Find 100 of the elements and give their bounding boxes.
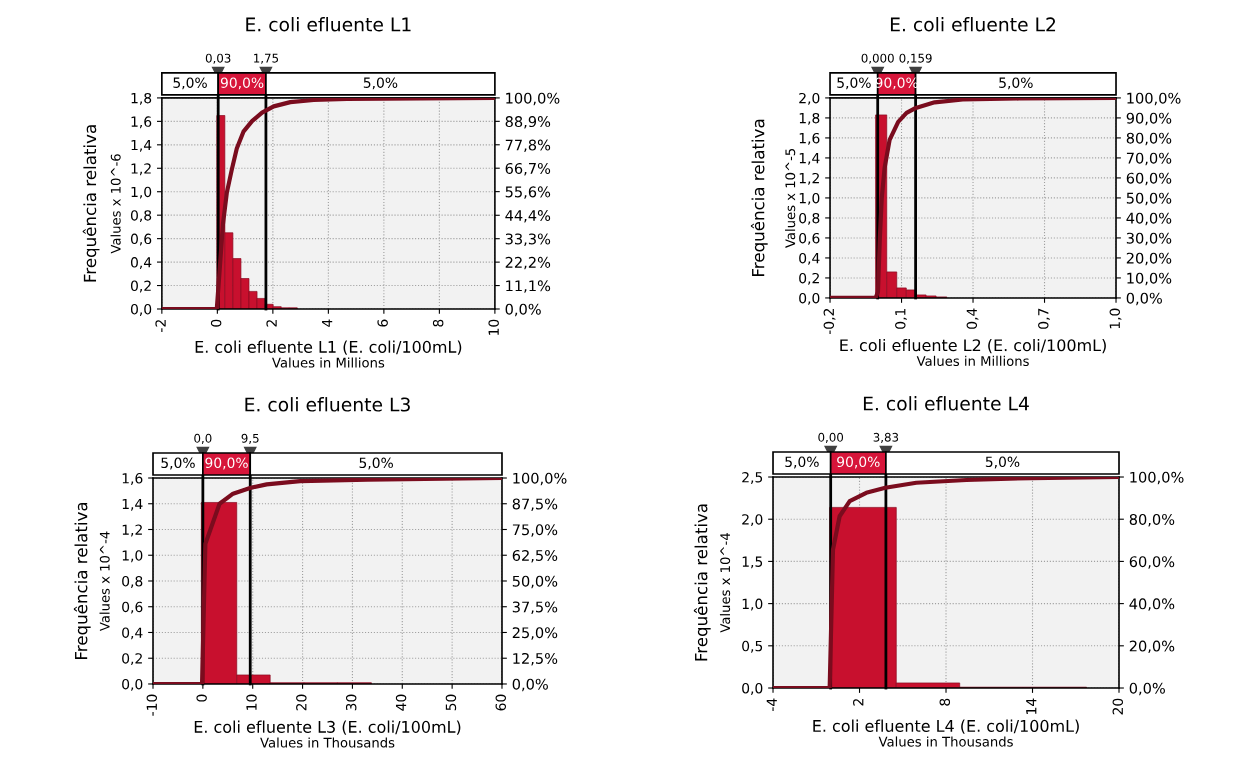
x-tick-label: 40 [395,694,407,711]
y2-tick-label: 12,5% [513,652,558,666]
y-tick-label: 0,2 [799,272,819,285]
y2-tick-label: 80,0% [1126,132,1172,146]
x-tick-label: 0,4 [966,308,979,329]
y-tick-label: 1,6 [122,472,143,485]
x-tick-label: 2 [853,699,864,706]
y2-tick-label: 11,1% [506,280,551,293]
y-tick-label: 1,6 [799,132,820,145]
y-tick-label: 1,5 [742,556,763,569]
x-tick-label: 4 [322,319,333,327]
y2-tick-label: 10,0% [1127,272,1172,286]
y-tick-label: 0,0 [130,303,152,316]
x-tick-label: 1,0 [1109,308,1122,329]
y2-tick-label: 22,2% [505,256,551,270]
y2-tick-label: 0,0% [505,303,541,317]
y-tick-label: 0,0 [122,678,143,691]
y-axis-title: Frequência relativa [82,125,100,282]
text: Values x 10^-5 [785,148,796,248]
y2-tick-label: 90,0% [1126,112,1172,126]
y2-tick-label: 50,0% [512,575,558,589]
y2-tick-label: 100,0% [506,92,560,106]
x-tick-label: -2 [155,320,166,332]
text: Values x 10^-4 [719,533,731,633]
y-tick-label: 1,4 [799,153,820,165]
y-tick-label: 1,8 [131,92,152,105]
y-tick-label: 0,4 [122,627,143,640]
y-tick-label: 1,0 [131,186,152,199]
text: 5,0% [173,77,207,90]
y-tick-label: 1,0 [122,550,143,563]
ref-line-label: 9,5 [241,433,259,444]
y-tick-label: 2,5 [742,471,763,484]
ref-line-label: 0,03 [205,53,231,64]
y-tick-label: 1,2 [799,172,819,185]
text: 5,0% [999,77,1033,90]
y-tick-label: 0,8 [799,212,820,225]
text: 90,0% [837,456,880,469]
y2-tick-label: 40,0% [1126,212,1172,226]
x-tick-label: 8 [432,319,444,327]
x-axis-title: E. coli efluente L4 (E. coli/100mL) [813,719,1079,734]
x-tick-label: -0,2 [823,309,836,335]
text: 5,0% [837,77,871,90]
x-tick-label: 20 [1112,698,1124,715]
text: 90,0% [220,77,264,90]
y2-tick-label: 0,0% [512,678,548,692]
x-tick-label: 14 [1026,698,1037,714]
ref-line-label: 3,83 [873,432,899,443]
x-axis-title: E. coli efluente L1 (E. coli/100mL) [195,340,462,355]
ref-line-label: 1,75 [254,53,279,64]
y-tick-label: 1,4 [131,139,152,152]
y-tick-label: 0,6 [122,601,143,614]
y2-tick-label: 25,0% [512,627,558,640]
y2-tick-label: 55,6% [505,186,551,199]
y2-tick-label: 66,7% [505,162,551,176]
y-axis-title: Frequência relativa [750,119,768,276]
text: 5,0% [363,77,398,90]
ref-line-label: 0,000 [861,53,894,64]
y2-tick-label: 60,0% [1126,172,1172,186]
text: 5,0% [161,457,195,470]
y2-tick-label: 37,5% [512,601,558,614]
y-tick-label: 0,4 [799,252,820,265]
y-tick-label: 0,2 [122,653,142,666]
y2-tick-label: 60,0% [1129,556,1175,569]
y2-tick-label: 0,0% [1126,292,1162,306]
x-tick-label: 30 [345,694,357,711]
text: 5,0% [785,456,819,469]
y2-tick-label: 44,4% [505,209,551,223]
y2-tick-label: 77,8% [505,139,551,153]
y2-tick-label: 70,0% [1126,152,1172,166]
y-tick-label: 0,8 [122,575,143,588]
x-tick-label: 10 [246,694,257,710]
x-tick-label: 8 [939,698,951,706]
y2-tick-label: 0,0% [1129,682,1165,696]
y-tick-label: 2,0 [799,92,820,105]
x-tick-label: 0,7 [1038,308,1050,329]
x-tick-label: 0,1 [895,308,907,329]
ref-line-label: 0,0 [194,433,212,444]
x-axis-title: E. coli efluente L3 (E. coli/100mL) [194,720,461,735]
y-tick-label: 0,0 [799,292,820,305]
y2-tick-label: 87,5% [512,498,558,511]
x-axis-title: E. coli efluente L2 (E. coli/100mL) [840,338,1106,354]
text: Values in Millions [272,357,385,368]
chart-title: E. coli efluente L4 [863,396,1029,411]
x-tick-label: 2 [266,320,277,327]
text: Values x 10^-4 [99,531,110,632]
y2-tick-label: 20,0% [1129,640,1175,654]
x-tick-label: -10 [146,694,158,716]
x-tick-label: 0 [196,694,207,702]
x-tick-label: 20 [296,694,307,711]
y2-tick-label: 50,0% [1126,192,1172,206]
y-axis-title: Frequência relativa [693,504,711,661]
y-tick-label: 1,8 [799,112,820,125]
y2-tick-label: 20,0% [1126,252,1172,266]
y-tick-label: 1,6 [131,116,152,129]
y-tick-label: 1,0 [742,598,763,611]
y2-tick-label: 33,3% [505,233,551,246]
y-tick-label: 2,0 [742,514,763,527]
text: Values x 10^-6 [110,154,121,254]
x-tick-label: -4 [766,698,777,711]
y-tick-label: 0,5 [742,640,763,653]
